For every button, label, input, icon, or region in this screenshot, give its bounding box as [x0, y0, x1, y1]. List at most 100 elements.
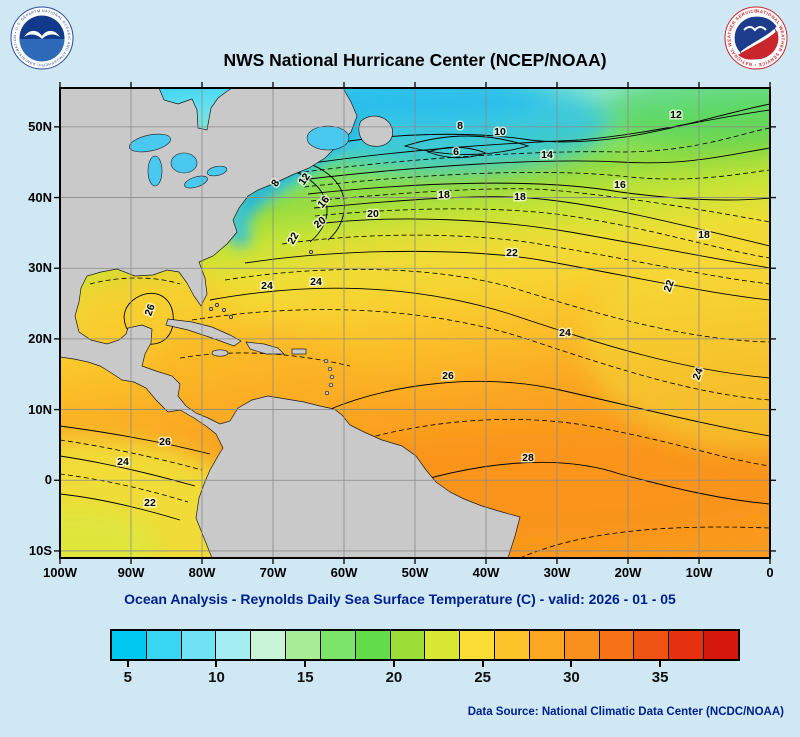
contour-lines-solid: [60, 103, 770, 521]
contour-label: 26: [442, 370, 454, 382]
contour-label: 6: [453, 146, 459, 158]
colorbar-tick-label: 15: [296, 669, 314, 686]
puerto-rico-island: [291, 348, 307, 355]
hispaniola-island: [245, 341, 285, 355]
data-source: Data Source: National Climatic Data Cent…: [467, 706, 784, 718]
antilles-island: [327, 366, 333, 372]
bermuda-island: [309, 250, 313, 254]
y-axis-label: 10S: [28, 542, 52, 558]
nws-seagull-icon: [743, 26, 767, 32]
x-axis-label: 60W: [330, 565, 358, 580]
colorbar-tick-mark: [392, 661, 395, 667]
contour-label: 24: [691, 366, 706, 381]
noaa-sea: [19, 39, 65, 62]
colorbar-tick-label: 35: [651, 669, 669, 686]
contour-label: 18: [438, 189, 450, 201]
x-axis-label: 90W: [117, 565, 145, 580]
map-caption: Ocean Analysis - Reynolds Daily Sea Surf…: [124, 591, 676, 607]
lake-michigan: [147, 155, 163, 187]
contour-label: 24: [559, 327, 571, 339]
x-axis-label: 30W: [543, 565, 571, 580]
contour-label: 22: [506, 247, 518, 259]
antilles-island: [329, 374, 335, 380]
colorbar-segment: [390, 631, 426, 659]
y-axis-label: 30N: [28, 260, 52, 276]
x-axis-label: 20W: [614, 565, 642, 580]
contour-label: 18: [514, 191, 526, 203]
colorbar-tick-mark: [126, 661, 129, 667]
y-axis-label: 10N: [28, 401, 52, 417]
contour-label: 12: [670, 109, 682, 121]
x-axis-label: 50W: [401, 565, 429, 580]
colorbar-segment: [460, 631, 496, 659]
contour-label: 24: [117, 456, 129, 468]
colorbar-segment: [599, 631, 635, 659]
colorbar-tick-label: 5: [123, 669, 132, 686]
colorbar-segment: [529, 631, 565, 659]
colorbar-segment: [146, 631, 182, 659]
x-axis-label: 10W: [685, 565, 713, 580]
lake-ontario: [206, 165, 228, 177]
contour-label: 24: [261, 280, 273, 292]
contour-label: 24: [310, 276, 322, 288]
nws-blue-band: [735, 16, 777, 52]
x-axis-label: 0: [766, 565, 774, 580]
colorbar-segment: [495, 631, 530, 659]
contour-label: 26: [159, 436, 171, 448]
bahamas-island: [215, 303, 219, 307]
lake-huron: [170, 152, 198, 174]
colorbar: [110, 629, 740, 661]
contour-label: 16: [614, 179, 626, 191]
contour-label: 8: [457, 120, 463, 132]
nws-logo: NATIONAL WEATHER SERVICE • NATIONAL WEAT…: [724, 6, 788, 70]
y-axis-label: 50N: [28, 118, 52, 134]
bahamas-island: [229, 315, 233, 319]
x-axis-label: 100W: [43, 565, 77, 580]
lake-superior: [129, 133, 171, 153]
noaa-logo: NATIONAL OCEANIC AND ATMOSPHERIC ADMINIS…: [10, 6, 74, 70]
y-axis-label: 0: [44, 472, 52, 488]
colorbar-tick-label: 25: [474, 669, 492, 686]
colorbar-segment: [355, 631, 391, 659]
bahamas-island: [209, 307, 213, 311]
grid-lines: [60, 88, 770, 558]
colorbar-segment: [669, 631, 705, 659]
colorbar-segment: [181, 631, 217, 659]
americas-landmass: [60, 88, 521, 558]
page-title: NWS National Hurricane Center (NCEP/NOAA…: [223, 50, 607, 70]
colorbar-segment: [320, 631, 356, 659]
colorbar-tick-label: 30: [563, 669, 580, 686]
colorbar-segment: [564, 631, 600, 659]
colorbar-segment: [634, 631, 670, 659]
antilles-island: [324, 390, 330, 396]
x-axis-label: 80W: [188, 565, 216, 580]
noaa-seagull-icon: [24, 30, 60, 39]
colorbar-tick-mark: [215, 661, 218, 667]
colorbar-segment: [425, 631, 461, 659]
contour-label: 10: [494, 126, 506, 138]
colorbar-segment: [286, 631, 321, 659]
antilles-island: [328, 382, 334, 388]
colorbar-segment: [704, 631, 738, 659]
colorbar-tick-mark: [659, 661, 662, 667]
contour-label: 28: [522, 452, 534, 464]
x-axis-label: 70W: [259, 565, 287, 580]
contour-label: 20: [367, 208, 379, 220]
map-frame: [59, 87, 771, 559]
jamaica-island: [211, 349, 229, 357]
x-axis-label: 40W: [472, 565, 500, 580]
colorbar-tick-mark: [570, 661, 573, 667]
gulf-of-st-lawrence: [306, 125, 350, 151]
contour-label: 18: [698, 229, 710, 241]
colorbar-tick-mark: [481, 661, 484, 667]
colorbar-segment: [112, 631, 147, 659]
newfoundland-island: [358, 115, 393, 147]
bahamas-island: [222, 308, 226, 312]
contour-lines-dashed: [60, 127, 770, 558]
colorbar-tick-mark: [304, 661, 307, 667]
nws-red-band: [738, 30, 779, 60]
y-axis-label: 20N: [28, 330, 52, 346]
